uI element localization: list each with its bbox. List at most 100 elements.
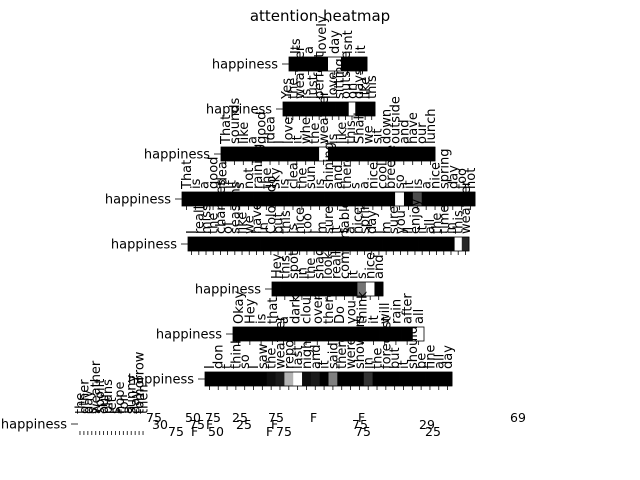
token-label: don [212, 345, 227, 369]
tick-value-label: F [266, 424, 273, 439]
token-label: just [306, 75, 321, 100]
token-label: sure [322, 206, 337, 234]
heatmap-cell [315, 57, 329, 71]
heatmap-cell [240, 372, 250, 386]
token-label: lunch [424, 109, 439, 144]
heatmap-cell [324, 237, 333, 251]
token-label: s [233, 182, 248, 189]
heatmap-cell [357, 282, 367, 296]
heatmap-cell [272, 282, 281, 296]
heatmap-cell [329, 102, 336, 116]
token-label: That [180, 160, 195, 190]
tick-value-label: F [310, 410, 317, 425]
heatmap-cell [367, 327, 380, 341]
token-label: is [313, 178, 328, 189]
token-label: a [198, 181, 213, 189]
heatmap-cell [416, 372, 426, 386]
token-label: it [318, 360, 333, 369]
token-label: too [455, 168, 470, 189]
token-label: but [272, 212, 287, 234]
token-label: there [340, 155, 355, 189]
token-label: this [344, 120, 359, 144]
token-label: the [73, 393, 88, 414]
heatmap-cell [221, 147, 231, 161]
token-label: of [221, 221, 236, 234]
token-label: the [260, 168, 275, 189]
token-label: s [349, 182, 364, 189]
heatmap-cell [202, 237, 211, 251]
token-label: plans [101, 379, 116, 414]
heatmap-cell [209, 237, 218, 251]
token-label: Colorado [264, 176, 279, 234]
heatmap-cell [379, 327, 391, 341]
token-label: last [291, 346, 306, 369]
token-label: it [329, 225, 344, 234]
heatmap-cell [372, 372, 382, 386]
heatmap-cell [365, 282, 375, 296]
heatmap-row: happinessHeythisspotintheshadelooksreall… [195, 200, 387, 300]
heatmap-cell [302, 57, 316, 71]
heatmap-cell [396, 237, 405, 251]
token-label: rain [389, 299, 404, 324]
heatmap-cell [359, 192, 369, 206]
heatmap-cell [382, 237, 391, 251]
token-label: should [406, 326, 421, 369]
row-frame [288, 56, 368, 72]
heatmap-cell [252, 237, 261, 251]
token-label: it [290, 135, 305, 144]
heatmap-cell [339, 237, 347, 251]
token-label: Okay [232, 291, 247, 324]
heatmap-cell [430, 192, 440, 206]
tick-value-label: 25 [236, 417, 252, 432]
token-label: it [354, 45, 369, 54]
token-label: the [207, 213, 222, 234]
token-label: changes [214, 179, 229, 234]
token-label: s [336, 227, 351, 234]
heatmap-cell [346, 237, 355, 251]
heatmap-cell [341, 57, 355, 71]
heatmap-cell [332, 237, 340, 251]
heatmap-cell [381, 372, 391, 386]
token-label: I [372, 230, 387, 234]
token-label: that [266, 298, 281, 324]
heatmap-cell [310, 147, 320, 161]
heatmap-cell [256, 147, 266, 161]
heatmap-cell [348, 282, 358, 296]
token-label: the [286, 78, 301, 99]
token-label: dark [288, 294, 303, 324]
tick-value-label: 25 [425, 424, 441, 439]
heatmap-cell [389, 237, 398, 251]
token-label: Hey [270, 253, 285, 279]
heatmap-cell [328, 372, 338, 386]
token-label: a [302, 46, 317, 54]
token-label: isnt [341, 30, 356, 54]
heatmap-cell [300, 327, 313, 341]
heatmap-cell [425, 372, 435, 386]
token-label: think [229, 336, 244, 369]
heatmap-cell [417, 147, 427, 161]
heatmap-cell [377, 192, 387, 206]
heatmap-cell [439, 192, 449, 206]
row-label: happiness [105, 193, 171, 208]
tick-value-label: 29 [419, 417, 435, 432]
heatmap-cell [412, 327, 425, 341]
heatmap-cell [407, 372, 418, 386]
heatmap-cell [216, 237, 225, 251]
heatmap-cell [418, 237, 427, 251]
heatmap-cell [289, 282, 299, 296]
token-label: really [192, 198, 207, 234]
heatmap-cell [434, 372, 444, 386]
token-label: cool [375, 162, 390, 189]
token-label: comfortable [338, 200, 353, 279]
token-label: It [224, 180, 239, 189]
token-label: we [362, 125, 377, 144]
tick-value-label: 30 [152, 417, 168, 432]
heatmap-cell [374, 282, 384, 296]
heatmap-cell [319, 372, 329, 386]
token-label: think [356, 291, 371, 324]
token-label: the [295, 168, 310, 189]
token-label: seasons [228, 181, 243, 234]
heatmap-cell [361, 102, 369, 116]
heatmap-cell [265, 147, 275, 161]
heatmap-cell [255, 327, 268, 341]
